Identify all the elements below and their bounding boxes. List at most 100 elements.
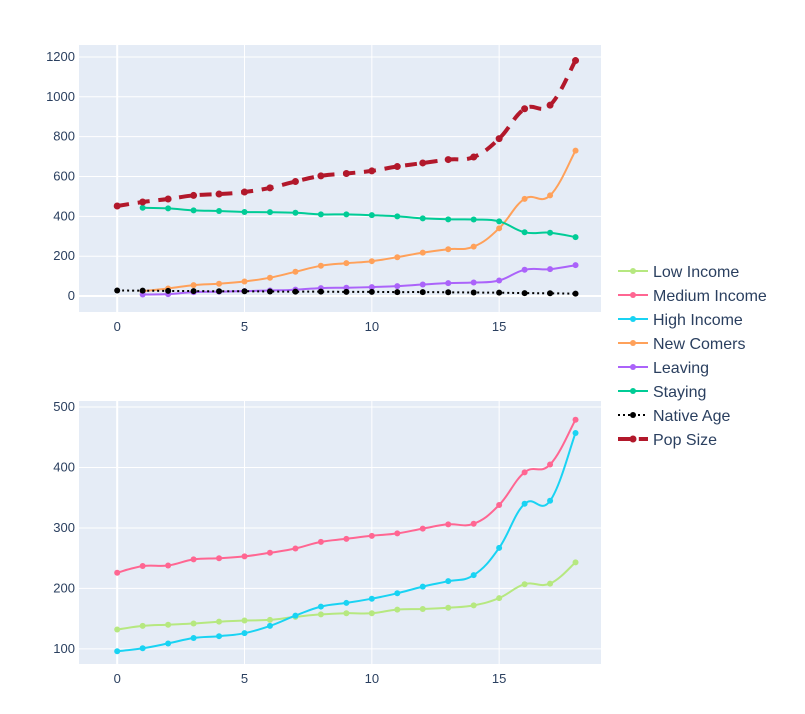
data-point (216, 207, 223, 214)
subplot-top: 0 200 400 600 800 1000 1200 0 5 10 15 (46, 45, 601, 334)
data-point (139, 563, 146, 570)
legend-swatch-marker (630, 388, 636, 394)
data-point (190, 191, 198, 199)
data-point (241, 208, 248, 215)
data-point (190, 288, 197, 295)
y-tick-label: 300 (53, 520, 75, 535)
data-point (521, 266, 528, 273)
data-point (445, 604, 452, 611)
data-point (343, 260, 350, 267)
data-point (190, 282, 197, 289)
legend-item-low-income[interactable]: Low Income (618, 264, 739, 281)
data-point (165, 621, 172, 628)
x-tick-label: 5 (241, 319, 248, 334)
data-point (266, 184, 274, 192)
x-tick-label: 0 (114, 671, 121, 686)
series-low-income (114, 559, 579, 633)
x-tick-label: 15 (492, 319, 506, 334)
data-point (419, 281, 426, 288)
legend-item-medium-income[interactable]: Medium Income (618, 288, 767, 305)
data-point (419, 159, 427, 167)
y-tick-label: 0 (68, 288, 75, 303)
data-point (241, 288, 248, 295)
data-point (114, 626, 121, 633)
data-point (394, 289, 401, 296)
data-point (470, 289, 477, 296)
legend-label: High Income (653, 312, 743, 329)
data-point (445, 246, 452, 253)
data-point (317, 288, 324, 295)
data-point (470, 572, 477, 579)
data-point (241, 188, 249, 196)
data-point (165, 205, 172, 212)
plot-area (79, 401, 601, 664)
y-tick-label: 200 (53, 248, 75, 263)
data-point (572, 234, 579, 241)
legend-swatch-marker (630, 412, 636, 418)
data-point (266, 209, 273, 216)
data-point (547, 461, 554, 468)
data-point (394, 606, 401, 613)
data-point (216, 555, 223, 562)
data-point (419, 289, 426, 296)
legend-item-native-age[interactable]: Native Age (618, 408, 730, 425)
legend-swatch-marker (630, 364, 636, 370)
data-point (139, 198, 147, 206)
data-point (241, 278, 248, 285)
data-point (521, 469, 528, 476)
data-point (394, 530, 401, 537)
data-point (572, 57, 580, 65)
legend-item-high-income[interactable]: High Income (618, 312, 743, 329)
data-point (496, 289, 503, 296)
plot-area (79, 45, 601, 312)
data-point (164, 195, 172, 203)
data-point (215, 190, 223, 198)
data-point (445, 289, 452, 296)
legend-item-staying[interactable]: Staying (618, 384, 706, 401)
data-point (445, 578, 452, 585)
data-point (521, 195, 528, 202)
data-point (572, 430, 579, 437)
data-point (368, 532, 375, 539)
data-point (368, 258, 375, 265)
data-point (547, 290, 554, 297)
x-tick-label: 0 (114, 319, 121, 334)
data-point (572, 290, 579, 297)
legend-item-new-comers[interactable]: New Comers (618, 336, 745, 353)
data-point (547, 497, 554, 504)
data-point (496, 218, 503, 225)
series-native-age (114, 287, 579, 297)
data-point (394, 590, 401, 597)
legend-label: Staying (653, 384, 706, 401)
data-point (394, 213, 401, 220)
legend-swatch-marker (629, 435, 637, 443)
data-point (216, 633, 223, 640)
data-point (445, 280, 452, 287)
data-point (394, 254, 401, 261)
data-point (470, 216, 477, 223)
x-tick-label: 10 (365, 319, 379, 334)
data-point (241, 553, 248, 560)
data-point (292, 268, 299, 275)
data-point (368, 284, 375, 291)
y-tick-label: 800 (53, 129, 75, 144)
data-point (496, 544, 503, 551)
data-point (190, 620, 197, 627)
series-staying (139, 204, 579, 241)
legend-label: Low Income (653, 264, 739, 281)
legend-item-leaving[interactable]: Leaving (618, 360, 709, 377)
data-point (419, 605, 426, 612)
data-point (291, 177, 299, 185)
data-point (317, 603, 324, 610)
data-point (190, 635, 197, 642)
data-point (241, 617, 248, 624)
data-point (343, 535, 350, 542)
data-point (496, 501, 503, 508)
data-point (114, 569, 121, 576)
legend-item-pop-size[interactable]: Pop Size (618, 432, 717, 449)
data-point (521, 105, 529, 113)
data-point (470, 153, 478, 161)
legend-swatch-marker (630, 268, 636, 274)
data-point (419, 249, 426, 256)
